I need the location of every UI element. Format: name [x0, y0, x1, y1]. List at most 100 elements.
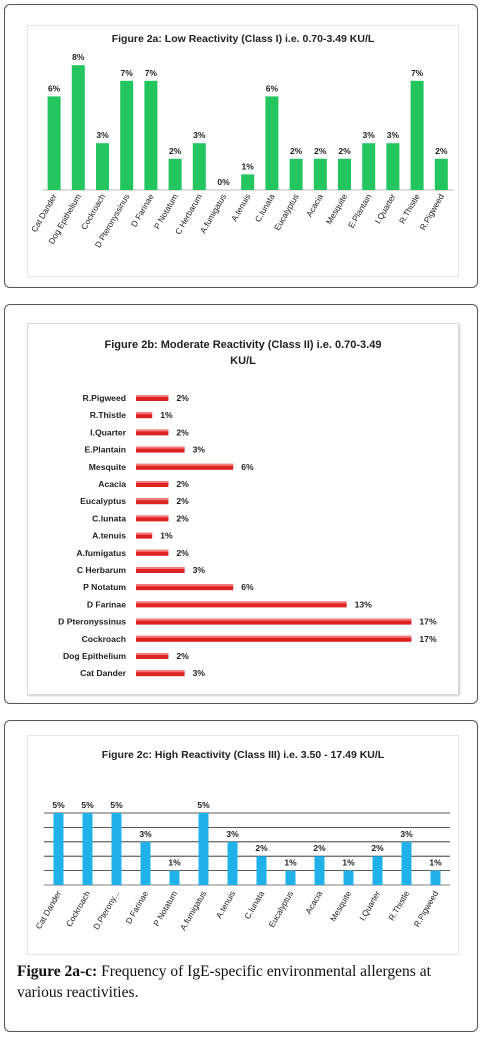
- bar-16: [136, 670, 185, 677]
- bar-14: [386, 143, 400, 190]
- bar-15: [136, 653, 169, 659]
- category-label-1: Cockroach: [64, 889, 93, 929]
- bar-highlight-2: [136, 429, 169, 432]
- data-label-4: 7%: [145, 68, 158, 78]
- figure-2c-panel: Figure 2c: High Reactivity (Class III) i…: [4, 720, 478, 1032]
- bar-2: [111, 813, 122, 885]
- category-label-14: Cockroach: [82, 634, 126, 644]
- data-label-2: 3%: [96, 130, 109, 140]
- data-label-4: 6%: [241, 462, 254, 472]
- data-label-0: 2%: [176, 393, 189, 403]
- category-label-10: Eucalyptus: [272, 192, 301, 232]
- chart-title-line2: KU/L: [230, 355, 256, 367]
- bar-highlight-0: [136, 395, 169, 397]
- data-label-16: 3%: [193, 668, 206, 678]
- data-label-9: 2%: [176, 548, 189, 558]
- category-label-10: Mesquite: [328, 889, 354, 923]
- bar-8: [241, 174, 255, 190]
- category-label-2: I.Quarter: [90, 427, 126, 437]
- data-label-11: 2%: [314, 146, 327, 156]
- data-label-14: 17%: [419, 634, 437, 644]
- moderate-reactivity-svg: Figure 2b: Moderate Reactivity (Class II…: [58, 339, 437, 678]
- bar-2: [136, 429, 169, 436]
- category-label-8: Eucalyptus: [266, 889, 295, 929]
- bar-highlight-5: [136, 481, 169, 483]
- data-label-2: 2%: [176, 427, 189, 437]
- category-label-11: P Notatum: [83, 582, 126, 592]
- category-label-9: A.fumigatus: [76, 548, 126, 558]
- data-label-14: 3%: [387, 130, 400, 140]
- data-label-10: 1%: [342, 858, 355, 868]
- category-label-3: D Farinae: [123, 889, 150, 926]
- data-label-0: 6%: [48, 83, 61, 93]
- data-label-0: 5%: [52, 800, 65, 810]
- data-label-8: 1%: [160, 531, 173, 541]
- figure-caption: Figure 2a-c: Frequency of IgE-specific e…: [17, 961, 467, 1003]
- chart-title: Figure 2a: Low Reactivity (Class I) i.e.…: [112, 33, 375, 45]
- category-label-4: P Notatum: [151, 889, 179, 928]
- bar-10: [289, 158, 303, 190]
- bar-3: [120, 80, 134, 190]
- bar-6: [192, 143, 206, 190]
- bar-12: [401, 841, 412, 885]
- category-label-3: E.Plantain: [84, 445, 126, 455]
- moderate-reactivity-chart: Figure 2b: Moderate Reactivity (Class II…: [27, 323, 459, 695]
- data-label-12: 3%: [400, 829, 413, 839]
- category-label-11: I.Quarter: [357, 889, 382, 923]
- bar-5: [136, 481, 169, 487]
- bar-highlight-16: [136, 670, 185, 673]
- data-label-7: 0%: [217, 177, 230, 187]
- bar-11: [313, 158, 327, 190]
- category-label-4: Mesquite: [89, 462, 126, 472]
- data-label-8: 1%: [284, 858, 297, 868]
- bar-highlight-8: [136, 532, 153, 535]
- data-label-7: 2%: [255, 843, 268, 853]
- bar-10: [343, 870, 354, 885]
- data-label-6: 2%: [176, 496, 189, 506]
- category-label-9: Acacia: [303, 889, 324, 916]
- bar-5: [198, 813, 209, 885]
- data-label-1: 5%: [81, 800, 94, 810]
- bar-4: [169, 870, 180, 885]
- bar-11: [136, 584, 234, 591]
- category-label-13: R.Pigweed: [412, 889, 441, 929]
- bar-7: [136, 515, 169, 522]
- data-label-4: 1%: [168, 858, 181, 868]
- caption-text: Frequency of IgE-specific environmental …: [17, 963, 431, 1001]
- data-label-16: 2%: [435, 146, 448, 156]
- bar-13: [362, 143, 376, 190]
- bar-4: [136, 463, 234, 470]
- category-label-9: C.lunata: [253, 192, 277, 224]
- bar-13: [430, 870, 441, 885]
- bar-9: [265, 96, 279, 190]
- bar-highlight-12: [136, 601, 347, 604]
- bar-4: [144, 80, 158, 190]
- low-reactivity-chart: Figure 2a: Low Reactivity (Class I) i.e.…: [27, 25, 459, 277]
- category-label-8: A.tenuis: [229, 192, 253, 223]
- bar-highlight-1: [136, 412, 153, 415]
- bar-highlight-13: [136, 618, 412, 621]
- bar-0: [53, 813, 64, 885]
- bar-13: [136, 618, 412, 625]
- category-label-6: Eucalyptus: [80, 496, 126, 506]
- bar-highlight-10: [136, 567, 185, 569]
- data-label-11: 2%: [371, 843, 384, 853]
- category-label-0: R.Pigweed: [83, 393, 126, 403]
- bar-1: [136, 412, 153, 419]
- bar-6: [227, 841, 238, 885]
- bar-1: [82, 813, 93, 885]
- category-label-12: R.Thistle: [386, 889, 411, 923]
- data-label-13: 17%: [419, 617, 437, 627]
- chart-title: Figure 2b: Moderate Reactivity (Class II…: [105, 339, 382, 351]
- category-label-5: Acacia: [98, 479, 126, 489]
- bar-8: [285, 870, 296, 885]
- bar-7: [256, 856, 267, 885]
- category-label-12: D Farinae: [87, 599, 126, 609]
- bar-highlight-3: [136, 446, 185, 449]
- figure-2b-panel: Figure 2b: Moderate Reactivity (Class II…: [4, 304, 478, 704]
- data-label-10: 2%: [290, 146, 303, 156]
- bar-14: [136, 635, 412, 642]
- data-label-15: 7%: [411, 68, 424, 78]
- data-label-13: 3%: [363, 130, 376, 140]
- figure-2a-panel: Figure 2a: Low Reactivity (Class I) i.e.…: [4, 4, 478, 288]
